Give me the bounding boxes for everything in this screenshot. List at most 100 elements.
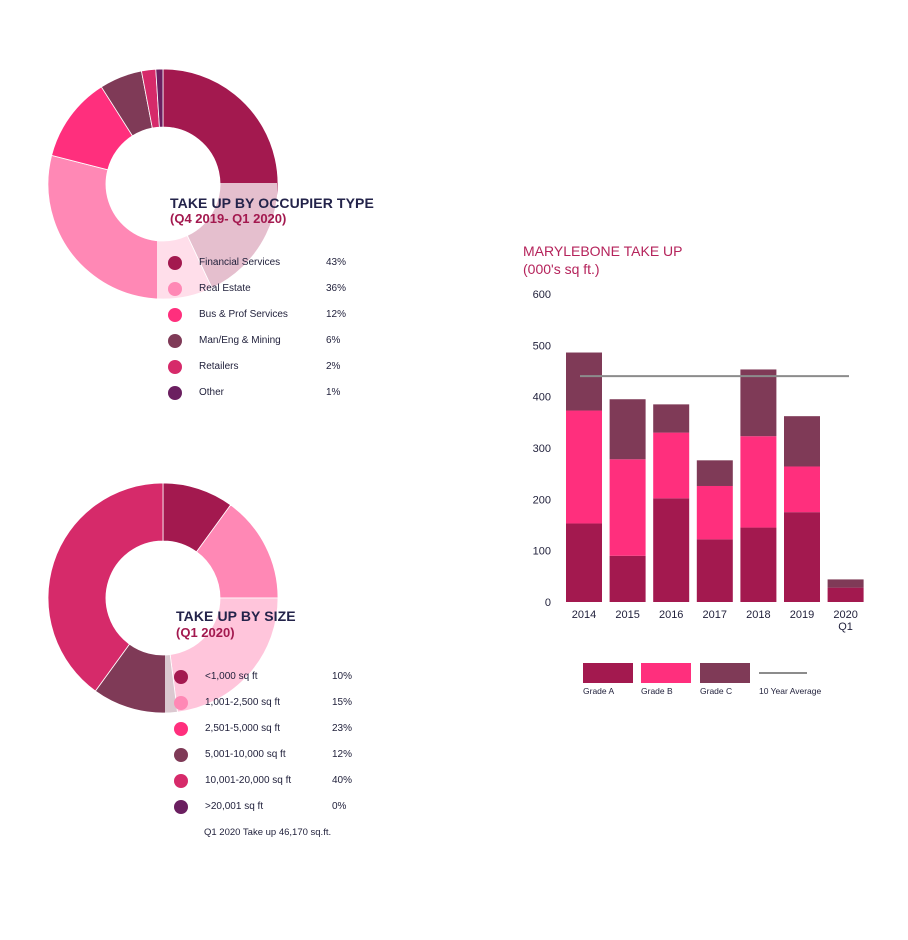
x-tick-sublabel: Q1 xyxy=(838,621,853,633)
bar-legend-swatch xyxy=(759,672,807,674)
bar-grade-b-2016 xyxy=(653,432,690,499)
bar-chart-title-block: MARYLEBONE TAKE UP (000's sq ft.) xyxy=(523,242,683,278)
bar-grade-a-2019 xyxy=(784,512,820,602)
bar-grade-a-2014 xyxy=(566,523,602,602)
legend-swatch xyxy=(174,748,188,762)
legend-swatch xyxy=(168,334,182,348)
legend-value: 15% xyxy=(332,697,353,708)
x-tick-label: 2020 xyxy=(833,609,857,621)
y-tick-label: 600 xyxy=(533,289,551,301)
size-legend-item: 5,001-10,000 sq ft 12% xyxy=(174,748,374,774)
y-tick-label: 500 xyxy=(533,340,551,352)
legend-label: 5,001-10,000 sq ft xyxy=(205,749,286,760)
legend-value: 40% xyxy=(332,775,353,786)
bar-grade-a-2015 xyxy=(609,555,646,602)
legend-value: 1% xyxy=(326,387,341,398)
y-tick-label: 300 xyxy=(533,443,551,455)
bar-grade-c-2017 xyxy=(696,460,733,486)
legend-value: 23% xyxy=(332,723,353,734)
occupier-legend-item: Man/Eng & Mining 6% xyxy=(168,334,368,360)
occupier-legend-item: Financial Services 43% xyxy=(168,256,368,282)
occupier-legend-item: Retailers 2% xyxy=(168,360,368,386)
legend-swatch xyxy=(174,722,188,736)
size-chart-subtitle: (Q1 2020) xyxy=(176,625,235,640)
bar-grade-a-2016 xyxy=(653,498,690,602)
legend-value: 43% xyxy=(326,257,347,268)
bar-legend-item: 10 Year Average xyxy=(759,663,821,696)
occupier-legend-item: Real Estate 36% xyxy=(168,282,368,308)
bar-grade-c-2019 xyxy=(784,416,820,467)
size-legend-item: >20,001 sq ft 0% xyxy=(174,800,374,826)
legend-value: 36% xyxy=(326,283,347,294)
size-chart-note: Q1 2020 Take up 46,170 sq.ft. xyxy=(204,827,332,838)
size-legend-item: 1,001-2,500 sq ft 15% xyxy=(174,696,374,722)
occupier-chart-subtitle: (Q4 2019- Q1 2020) xyxy=(170,211,287,226)
size-legend-item: 2,501-5,000 sq ft 23% xyxy=(174,722,374,748)
legend-label: Real Estate xyxy=(199,283,251,294)
legend-value: 0% xyxy=(332,801,347,812)
x-tick-label: 2015 xyxy=(615,609,639,621)
bar-grade-c-2018 xyxy=(740,369,777,437)
bar-grade-b-2014 xyxy=(566,410,602,524)
bar-grade-b-2015 xyxy=(609,459,646,556)
occupier-slice-other xyxy=(155,68,164,128)
x-tick-label: 2017 xyxy=(703,609,727,621)
legend-swatch xyxy=(174,800,188,814)
legend-value: 2% xyxy=(326,361,341,372)
legend-label: 2,501-5,000 sq ft xyxy=(205,723,281,734)
legend-label: Financial Services xyxy=(199,257,281,268)
legend-swatch xyxy=(174,696,188,710)
size-legend-item: <1,000 sq ft 10% xyxy=(174,670,374,696)
legend-value: 6% xyxy=(326,335,341,346)
bar-legend-item: Grade C xyxy=(700,663,750,696)
legend-label: Retailers xyxy=(199,361,239,372)
bar-grade-b-2018 xyxy=(740,436,777,528)
x-tick-label: 2018 xyxy=(746,609,770,621)
bar-legend-item: Grade B xyxy=(641,663,691,696)
size-legend-item: 10,001-20,000 sq ft 40% xyxy=(174,774,374,800)
legend-backdrop xyxy=(165,598,285,713)
legend-value: 12% xyxy=(332,749,353,760)
legend-swatch xyxy=(168,256,182,270)
bar-grade-b-2019 xyxy=(784,466,820,513)
bar-grade-c-2020 xyxy=(827,579,864,588)
legend-backdrop xyxy=(157,183,277,300)
bar-legend-label: Grade C xyxy=(700,686,733,696)
legend-label: Bus & Prof Services xyxy=(199,309,288,320)
bar-grade-a-2017 xyxy=(696,539,733,602)
legend-label: >20,001 sq ft xyxy=(205,801,264,812)
bar-legend-label: 10 Year Average xyxy=(759,686,822,696)
size-legend: <1,000 sq ft 10% 1,001-2,500 sq ft 15% 2,501… xyxy=(174,670,374,826)
bar-grade-c-2015 xyxy=(609,399,646,460)
legend-swatch xyxy=(168,282,182,296)
legend-swatch xyxy=(168,386,182,400)
x-tick-label: 2014 xyxy=(572,609,596,621)
bar-grade-b-2017 xyxy=(696,485,733,540)
legend-value: 10% xyxy=(332,671,353,682)
occupier-chart-title: TAKE UP BY OCCUPIER TYPE xyxy=(170,195,374,211)
bar-chart-subtitle: (000's sq ft.) xyxy=(523,261,600,277)
bar-grade-a-2020 xyxy=(827,587,864,602)
bar-legend-swatch xyxy=(583,663,633,683)
bar-legend-item: Grade A xyxy=(583,663,633,696)
bar-legend-swatch xyxy=(700,663,750,683)
occupier-legend-item: Bus & Prof Services 12% xyxy=(168,308,368,334)
legend-swatch xyxy=(174,774,188,788)
x-tick-label: 2016 xyxy=(659,609,683,621)
legend-label: Other xyxy=(199,387,225,398)
legend-label: Man/Eng & Mining xyxy=(199,335,281,346)
legend-swatch xyxy=(168,360,182,374)
y-tick-label: 0 xyxy=(545,597,551,609)
occupier-legend: Financial Services 43% Real Estate 36% Bus &… xyxy=(168,256,368,412)
bar-chart-title: MARYLEBONE TAKE UP xyxy=(523,243,683,259)
bar-legend-label: Grade A xyxy=(583,686,615,696)
bar-legend-swatch xyxy=(641,663,691,683)
y-tick-label: 200 xyxy=(533,494,551,506)
legend-value: 12% xyxy=(326,309,347,320)
bar-grade-c-2016 xyxy=(653,404,690,433)
y-tick-label: 100 xyxy=(533,546,551,558)
occupier-legend-item: Other 1% xyxy=(168,386,368,412)
y-tick-label: 400 xyxy=(533,392,551,404)
